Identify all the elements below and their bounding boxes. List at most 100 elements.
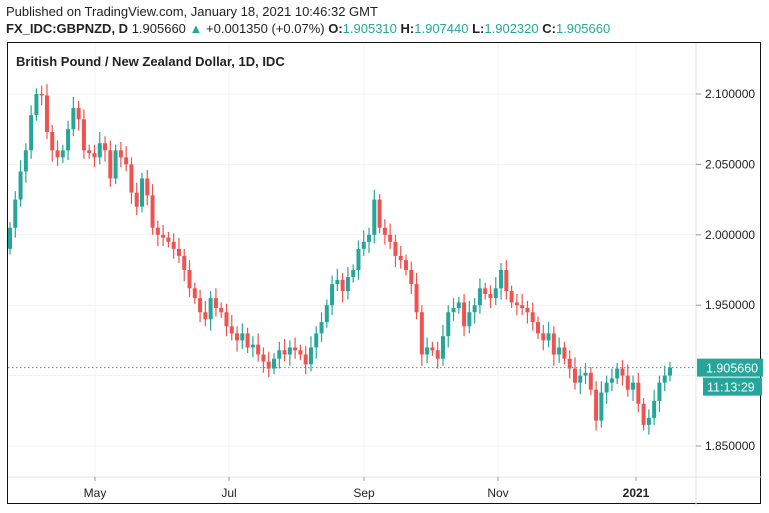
candle-body bbox=[23, 150, 28, 172]
candle-body bbox=[229, 326, 234, 334]
candle-body bbox=[525, 308, 530, 313]
candle-body bbox=[499, 270, 504, 289]
candle-body bbox=[277, 350, 282, 359]
candle-body bbox=[530, 312, 535, 323]
candle-body bbox=[435, 350, 440, 359]
candle-body bbox=[409, 270, 414, 285]
candle-body bbox=[118, 150, 123, 158]
published-caption: Published on TradingView.com, January 18… bbox=[6, 4, 378, 19]
candle-body bbox=[356, 248, 361, 270]
candle-body bbox=[425, 347, 430, 355]
candle-body bbox=[509, 291, 514, 303]
candle-body bbox=[541, 333, 546, 341]
candle-body bbox=[393, 241, 398, 256]
candle-body bbox=[419, 312, 424, 355]
y-tick-label: 2.000000 bbox=[705, 228, 755, 242]
candle-body bbox=[87, 150, 92, 154]
close-value: 1.905660 bbox=[555, 21, 611, 36]
candle-body bbox=[467, 312, 472, 327]
candle-body bbox=[404, 260, 408, 270]
x-tick-label: 2021 bbox=[623, 486, 650, 500]
candle-body bbox=[161, 234, 166, 238]
candle-body bbox=[514, 302, 519, 306]
candle-body bbox=[50, 132, 55, 151]
candle-body bbox=[187, 270, 192, 289]
candle-body bbox=[18, 171, 23, 200]
candle-body bbox=[298, 350, 303, 355]
candle-body bbox=[150, 195, 155, 228]
candle-body bbox=[572, 368, 577, 383]
chart-frame bbox=[7, 42, 761, 504]
candle-body bbox=[657, 382, 662, 401]
up-arrow-icon: ▲ bbox=[189, 21, 203, 36]
candle-body bbox=[631, 382, 636, 390]
candle-body bbox=[314, 333, 319, 348]
candle-body bbox=[176, 248, 181, 256]
y-tick-label: 2.050000 bbox=[705, 157, 755, 171]
candle-body bbox=[240, 333, 245, 341]
x-tick-label: May bbox=[84, 486, 107, 500]
candle-body bbox=[203, 312, 208, 320]
open-value: 1.905310 bbox=[342, 21, 397, 36]
x-tick-label: Nov bbox=[487, 486, 508, 500]
candle-body bbox=[504, 270, 509, 292]
candle-body bbox=[340, 279, 345, 292]
candle-body bbox=[92, 153, 97, 158]
candle-body bbox=[377, 199, 382, 228]
y-tick-label: 1.850000 bbox=[705, 439, 755, 453]
candle-body bbox=[335, 279, 340, 285]
candle-body bbox=[256, 344, 261, 355]
candle-body bbox=[604, 382, 609, 393]
candle-body bbox=[414, 284, 419, 313]
candle-body bbox=[472, 305, 477, 313]
candle-body bbox=[8, 227, 12, 249]
last-price: 1.905660 bbox=[131, 21, 186, 36]
candle-body bbox=[609, 378, 614, 383]
candle-body bbox=[636, 382, 641, 404]
candle-body bbox=[71, 108, 76, 130]
candle-body bbox=[192, 288, 197, 299]
candle-body bbox=[60, 150, 65, 158]
candle-body bbox=[462, 302, 467, 327]
candle-body bbox=[646, 417, 651, 425]
x-tick-label: Sep bbox=[353, 486, 375, 500]
candle-body bbox=[367, 234, 372, 242]
candle-body bbox=[493, 288, 498, 299]
candle-body bbox=[97, 143, 102, 158]
candle-body bbox=[39, 94, 44, 96]
candle-body bbox=[319, 322, 324, 334]
candle-body bbox=[213, 298, 218, 309]
candle-body bbox=[145, 178, 150, 196]
high-label: H: bbox=[400, 21, 415, 36]
candle-body bbox=[13, 199, 18, 228]
candle-body bbox=[662, 375, 667, 383]
candle-body bbox=[668, 367, 672, 376]
candle-body bbox=[81, 119, 86, 151]
candle-body bbox=[76, 108, 81, 120]
candle-body bbox=[198, 298, 203, 313]
candle-body bbox=[287, 347, 292, 355]
candle-body bbox=[567, 358, 572, 369]
candle-body bbox=[293, 347, 298, 351]
countdown-label: 11:13:29 bbox=[707, 381, 755, 395]
candle-body bbox=[483, 288, 488, 294]
candle-body bbox=[330, 284, 335, 306]
candle-body bbox=[430, 347, 435, 351]
low-value: 1.902320 bbox=[484, 21, 539, 36]
candle-body bbox=[140, 178, 144, 207]
candle-body bbox=[477, 288, 482, 306]
candle-body bbox=[171, 241, 176, 249]
candle-body bbox=[546, 333, 551, 341]
symbol-info-bar: FX_IDC:GBPNZD, D 1.905660 ▲ +0.001350 (+… bbox=[6, 21, 610, 36]
candle-body bbox=[282, 350, 287, 355]
candle-body bbox=[625, 375, 630, 390]
candle-body bbox=[155, 227, 160, 235]
candle-body bbox=[641, 403, 646, 425]
candle-body bbox=[361, 241, 366, 249]
last-price-label: 1.905660 bbox=[706, 362, 758, 376]
candle-body bbox=[245, 333, 250, 348]
symbol-name: FX_IDC:GBPNZD, D bbox=[6, 21, 129, 36]
candle-body bbox=[382, 227, 387, 235]
candle-body bbox=[103, 143, 108, 151]
